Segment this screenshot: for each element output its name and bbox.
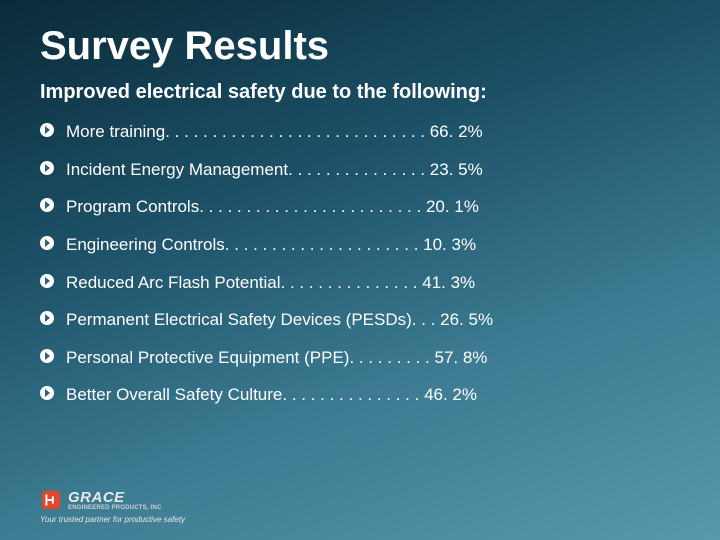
item-value: 66. 2% (430, 122, 483, 141)
item-dots: . . . (412, 310, 440, 329)
item-label: Better Overall Safety Culture (66, 385, 282, 404)
list-item: Better Overall Safety Culture. . . . . .… (40, 383, 680, 408)
item-label: Permanent Electrical Safety Devices (PES… (66, 310, 412, 329)
item-value: 57. 8% (435, 348, 488, 367)
item-dots: . . . . . . . . . . . . . . . . . . . . … (165, 122, 430, 141)
item-dots: . . . . . . . . . (349, 348, 434, 367)
item-dots: . . . . . . . . . . . . . . . (288, 160, 430, 179)
item-label: Reduced Arc Flash Potential (66, 273, 281, 292)
slide-subtitle: Improved electrical safety due to the fo… (40, 81, 680, 104)
logo-mark-icon (40, 489, 62, 511)
item-dots: . . . . . . . . . . . . . . . . . . . . … (199, 197, 426, 216)
list-item: Permanent Electrical Safety Devices (PES… (40, 308, 680, 333)
list-item: Program Controls. . . . . . . . . . . . … (40, 195, 680, 220)
item-value: 20. 1% (426, 197, 479, 216)
item-label: Engineering Controls (66, 235, 225, 254)
slide: Survey Results Improved electrical safet… (0, 0, 720, 540)
item-label: Program Controls (66, 197, 199, 216)
company-logo: GRACE ENGINEERED PRODUCTS, INC (40, 489, 185, 511)
result-list: More training. . . . . . . . . . . . . .… (40, 120, 680, 408)
logo-sub-text: ENGINEERED PRODUCTS, INC (68, 505, 161, 511)
item-dots: . . . . . . . . . . . . . . . (282, 385, 424, 404)
item-label: Incident Energy Management (66, 160, 288, 179)
list-item: Reduced Arc Flash Potential. . . . . . .… (40, 271, 680, 296)
item-value: 23. 5% (430, 160, 483, 179)
item-label: More training (66, 122, 165, 141)
item-value: 46. 2% (424, 385, 477, 404)
item-value: 41. 3% (422, 273, 475, 292)
logo-text: GRACE ENGINEERED PRODUCTS, INC (68, 490, 161, 511)
item-value: 26. 5% (440, 310, 493, 329)
item-dots: . . . . . . . . . . . . . . . . . . . . … (225, 235, 423, 254)
tagline: Your trusted partner for productive safe… (40, 515, 185, 524)
logo-main-text: GRACE (68, 490, 161, 505)
item-dots: . . . . . . . . . . . . . . . (281, 273, 423, 292)
list-item: More training. . . . . . . . . . . . . .… (40, 120, 680, 145)
list-item: Personal Protective Equipment (PPE). . .… (40, 346, 680, 371)
list-item: Engineering Controls. . . . . . . . . . … (40, 233, 680, 258)
footer: GRACE ENGINEERED PRODUCTS, INC Your trus… (40, 489, 185, 524)
list-item: Incident Energy Management. . . . . . . … (40, 158, 680, 183)
item-label: Personal Protective Equipment (PPE) (66, 348, 349, 367)
slide-title: Survey Results (40, 24, 680, 69)
item-value: 10. 3% (423, 235, 476, 254)
